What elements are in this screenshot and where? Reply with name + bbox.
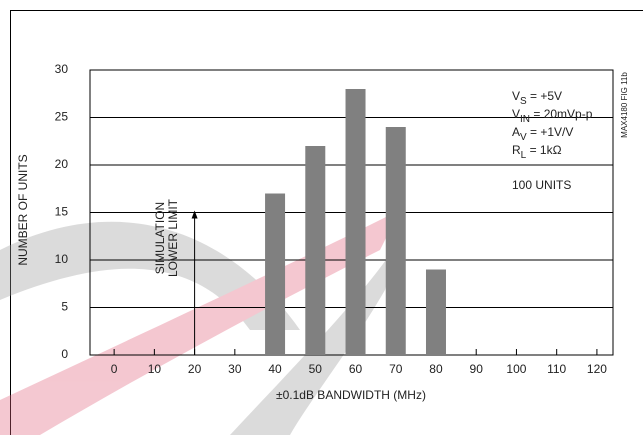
condition-rest: = +1V/V <box>527 125 574 139</box>
x-tick-label: 60 <box>349 362 363 376</box>
y-tick-label: 0 <box>61 347 68 361</box>
lower-limit-label: SIMULATION <box>153 202 167 274</box>
figure-id: MAX4180 FIG 11b <box>620 72 629 138</box>
x-tick-label: 40 <box>268 362 282 376</box>
bar <box>265 193 286 355</box>
frame <box>10 10 643 435</box>
lower-limit-label: LOWER LIMIT <box>166 198 180 277</box>
condition: RL = 1kΩ <box>512 143 562 160</box>
y-tick-label: 20 <box>55 157 69 171</box>
condition-rest: = 1kΩ <box>526 143 561 157</box>
x-tick-label: 80 <box>429 362 443 376</box>
x-tick-label: 100 <box>506 362 526 376</box>
x-tick-label: 10 <box>148 362 162 376</box>
bar <box>385 127 406 355</box>
arrow-head <box>191 210 198 219</box>
condition: AV = +1V/V <box>512 125 573 142</box>
condition-rest: = +5V <box>527 89 562 103</box>
bar <box>425 269 446 355</box>
x-tick-label: 20 <box>188 362 202 376</box>
bar <box>305 146 326 355</box>
y-tick-label: 5 <box>61 300 68 314</box>
condition-main: R <box>512 143 521 157</box>
x-tick-label: 50 <box>309 362 323 376</box>
condition-sub: V <box>520 132 527 143</box>
y-tick-label: 15 <box>55 205 69 219</box>
x-tick-label: 120 <box>587 362 607 376</box>
condition-rest: = 20mVp-p <box>530 107 593 121</box>
x-tick-label: 110 <box>547 362 566 376</box>
x-tick-label: 0 <box>111 362 118 376</box>
condition-sub: IN <box>520 114 530 125</box>
condition-main: V <box>512 89 520 103</box>
condition: VIN = 20mVp-p <box>512 107 593 124</box>
condition-sub: L <box>521 150 527 161</box>
y-tick-label: 25 <box>55 110 69 124</box>
x-tick-label: 90 <box>470 362 484 376</box>
x-axis-label: ±0.1dB BANDWIDTH (MHz) <box>276 388 426 402</box>
y-axis-label: NUMBER OF UNITS <box>16 154 30 265</box>
y-tick-label: 10 <box>55 252 69 266</box>
condition-sub: S <box>520 96 527 107</box>
x-tick-label: 70 <box>389 362 403 376</box>
x-tick-label: 30 <box>228 362 242 376</box>
watermark <box>0 210 400 435</box>
condition-main: V <box>512 107 520 121</box>
bar <box>345 89 366 355</box>
note: 100 UNITS <box>512 178 571 192</box>
y-tick-label: 30 <box>55 62 69 76</box>
condition-main: A <box>512 125 520 139</box>
condition: VS = +5V <box>512 89 562 106</box>
